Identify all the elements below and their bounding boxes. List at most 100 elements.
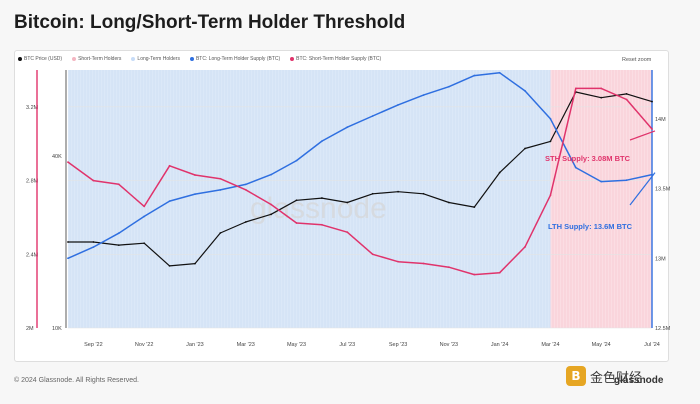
legend-item-lth-supply[interactable]: BTC: Long-Term Holder Supply (BTC) xyxy=(189,56,280,62)
series-point xyxy=(219,177,222,180)
series-point xyxy=(549,117,552,120)
legend-item-sth-supply[interactable]: BTC: Short-Term Holder Supply (BTC) xyxy=(290,56,381,62)
x-axis-tick-label: Jul '23 xyxy=(339,342,355,348)
sth-annotation-arrow xyxy=(629,130,656,141)
legend-item-lth[interactable]: Long-Term Holders xyxy=(131,56,180,62)
series-point xyxy=(600,87,603,90)
series-point xyxy=(549,140,552,143)
series-point xyxy=(346,201,349,204)
series-point xyxy=(651,128,653,130)
x-axis-tick-label: Jan '24 xyxy=(491,342,509,348)
x-axis-tick-label: Nov '23 xyxy=(440,342,458,348)
legend-dot-icon xyxy=(189,57,194,61)
series-point xyxy=(295,199,298,202)
series-point xyxy=(422,192,425,195)
page-title: Bitcoin: Long/Short-Term Holder Threshol… xyxy=(14,12,406,33)
legend-item-sth[interactable]: Short-Term Holders xyxy=(72,56,121,62)
series-point xyxy=(625,179,628,182)
x-axis-tick-label: May '24 xyxy=(592,342,611,348)
x-axis-tick-label: May '23 xyxy=(287,342,306,348)
series-point xyxy=(600,96,603,99)
sth-axis-tick-label: 2.4M xyxy=(26,252,39,258)
series-point xyxy=(92,241,95,243)
series-point xyxy=(219,232,222,234)
x-axis-tick-label: Jul '24 xyxy=(644,342,660,348)
lth-axis-tick-label: 14M xyxy=(655,117,666,123)
copyright-text: © 2024 Glassnode. All Rights Reserved. xyxy=(14,377,140,384)
series-point xyxy=(397,260,399,263)
lth-annotation-label: LTH Supply: 13.6M BTC xyxy=(548,222,633,231)
series-point xyxy=(194,193,196,196)
series-point xyxy=(651,100,653,103)
series-point xyxy=(371,115,374,117)
chart-legend: BTC Price (USD) Short-Term Holders Long-… xyxy=(18,56,381,62)
reset-zoom-button[interactable]: Reset zoom xyxy=(622,57,652,63)
series-point xyxy=(168,200,171,202)
series-point xyxy=(168,164,171,167)
series-point xyxy=(67,161,69,164)
series-point xyxy=(397,190,399,193)
legend-dot-icon xyxy=(131,57,136,61)
series-point xyxy=(498,71,501,74)
series-point xyxy=(346,231,349,234)
series-point xyxy=(447,85,450,88)
x-axis-tick-label: Mar '24 xyxy=(541,342,559,348)
series-point xyxy=(67,241,69,243)
series-point xyxy=(422,94,425,97)
x-axis-tick-label: Jan '23 xyxy=(186,342,204,348)
series-point xyxy=(244,188,247,191)
series-point xyxy=(625,98,628,101)
series-point xyxy=(321,197,323,199)
series-point xyxy=(524,147,526,150)
series-point xyxy=(397,103,399,106)
glassnode-watermark: glassnode xyxy=(250,192,387,225)
x-axis-tick-label: Sep '22 xyxy=(84,342,102,348)
series-point xyxy=(524,246,526,248)
series-point xyxy=(270,213,273,216)
lth-annotation-arrow xyxy=(629,172,656,206)
price-axis-tick-label: 40K xyxy=(52,154,62,160)
series-point xyxy=(498,171,501,174)
series-point xyxy=(117,183,120,186)
series-point xyxy=(371,253,374,256)
series-point xyxy=(117,244,120,247)
lth-supply-line xyxy=(67,72,653,259)
series-point xyxy=(295,159,298,162)
series-point xyxy=(600,180,603,183)
overlay-watermark: B 金色财经 xyxy=(566,366,642,386)
series-point xyxy=(473,74,476,77)
series-point xyxy=(270,173,273,176)
series-point xyxy=(574,166,577,169)
series-point xyxy=(473,206,476,208)
series-point xyxy=(67,257,69,260)
series-point xyxy=(92,246,95,249)
sth-annotation-label: STH Supply: 3.08M BTC xyxy=(545,154,631,163)
brand-logo: glassnode xyxy=(614,375,664,386)
x-axis-tick-label: Nov '22 xyxy=(135,342,153,348)
series-point xyxy=(321,140,323,143)
jinse-logo-icon: B xyxy=(566,366,586,386)
legend-dot-icon xyxy=(18,57,22,61)
price-axis-tick-label: 10K xyxy=(52,326,62,332)
sth-axis-tick-label: 2M xyxy=(26,326,34,332)
legend-item-price[interactable]: BTC Price (USD) xyxy=(18,56,62,62)
lth-axis-tick-label: 13.5M xyxy=(655,187,671,193)
series-point xyxy=(524,90,526,92)
series-point xyxy=(194,262,196,265)
series-point xyxy=(117,232,120,235)
series-point xyxy=(143,242,146,245)
lth-axis-tick-label: 12.5M xyxy=(655,326,671,332)
sth-axis-tick-label: 3.2M xyxy=(26,105,39,111)
sth-supply-line xyxy=(67,87,653,276)
sth-axis-tick-label: 2.8M xyxy=(26,179,39,185)
series-point xyxy=(625,92,628,95)
series-point xyxy=(92,179,95,182)
price-series-line xyxy=(68,91,653,267)
series-point xyxy=(295,222,298,224)
series-point xyxy=(371,192,374,195)
series-point xyxy=(473,273,476,276)
series-point xyxy=(270,203,273,206)
series-point xyxy=(168,264,171,267)
series-point xyxy=(143,215,146,218)
